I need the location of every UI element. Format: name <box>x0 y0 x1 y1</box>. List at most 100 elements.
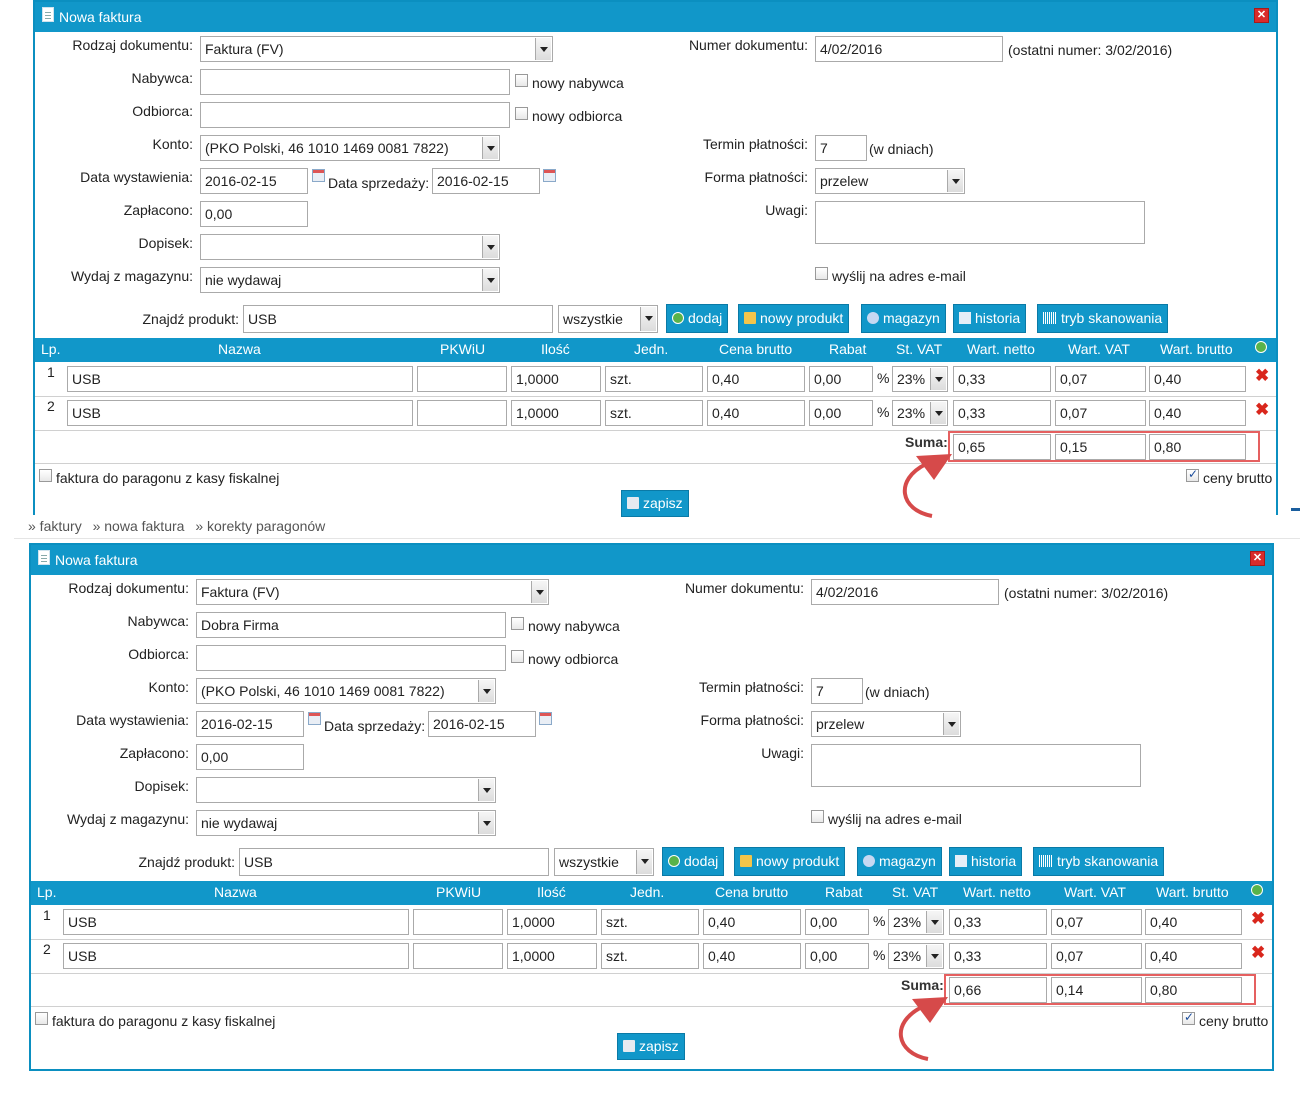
calendar-icon[interactable] <box>543 169 556 182</box>
item-vat-value-input[interactable]: 0,07 <box>1051 909 1142 935</box>
item-name-input[interactable]: USB <box>67 400 413 426</box>
delete-row-icon[interactable]: ✖ <box>1255 366 1270 385</box>
calendar-icon[interactable] <box>308 712 321 725</box>
paid-input[interactable]: 0,00 <box>196 744 304 770</box>
warehouse-button[interactable]: magazyn <box>861 304 946 333</box>
delete-row-icon[interactable]: ✖ <box>1251 943 1266 962</box>
new-buyer-checkbox[interactable] <box>511 617 524 630</box>
item-unit-input[interactable]: szt. <box>605 366 703 392</box>
item-discount-input[interactable]: 0,00 <box>809 400 873 426</box>
note-select[interactable] <box>200 234 500 260</box>
scan-mode-button[interactable]: tryb skanowania <box>1037 304 1169 333</box>
item-net-input[interactable]: 0,33 <box>949 943 1047 969</box>
item-gross-input[interactable]: 0,40 <box>1145 943 1242 969</box>
delete-row-icon[interactable]: ✖ <box>1255 400 1270 419</box>
issue-date-input[interactable]: 2016-02-15 <box>200 168 308 194</box>
add-row-icon[interactable] <box>1251 884 1263 896</box>
new-buyer-checkbox[interactable] <box>515 74 528 87</box>
item-discount-input[interactable]: 0,00 <box>805 909 869 935</box>
sale-date-input[interactable]: 2016-02-15 <box>432 168 540 194</box>
buyer-input[interactable] <box>200 69 510 95</box>
product-search-input[interactable]: USB <box>239 848 549 876</box>
item-net-input[interactable]: 0,33 <box>953 400 1051 426</box>
breadcrumb-korekty-paragonow[interactable]: » korekty paragonów <box>195 518 326 534</box>
item-discount-input[interactable]: 0,00 <box>809 366 873 392</box>
new-recipient-checkbox[interactable] <box>515 107 528 120</box>
breadcrumb-faktury[interactable]: » faktury <box>28 518 82 534</box>
send-email-checkbox[interactable] <box>811 810 824 823</box>
sale-date-input[interactable]: 2016-02-15 <box>428 711 536 737</box>
history-button[interactable]: historia <box>953 304 1027 333</box>
receipt-invoice-checkbox[interactable] <box>39 469 52 482</box>
item-qty-input[interactable]: 1,0000 <box>507 909 597 935</box>
item-vat-value-input[interactable]: 0,07 <box>1055 366 1146 392</box>
breadcrumb-nowa-faktura[interactable]: » nowa faktura <box>92 518 185 534</box>
item-gross-input[interactable]: 0,40 <box>1145 909 1242 935</box>
remarks-textarea[interactable] <box>811 744 1141 787</box>
add-button[interactable]: dodaj <box>662 847 725 876</box>
doc-type-select[interactable]: Faktura (FV) <box>200 36 553 62</box>
new-recipient-checkbox[interactable] <box>511 650 524 663</box>
item-gross-input[interactable]: 0,40 <box>1149 366 1246 392</box>
item-vat-value-input[interactable]: 0,07 <box>1055 400 1146 426</box>
delete-row-icon[interactable]: ✖ <box>1251 909 1266 928</box>
paid-input[interactable]: 0,00 <box>200 201 308 227</box>
buyer-input[interactable]: Dobra Firma <box>196 612 506 638</box>
save-button[interactable]: zapisz <box>621 490 689 517</box>
add-row-icon[interactable] <box>1255 341 1267 353</box>
save-button[interactable]: zapisz <box>617 1033 685 1060</box>
note-select[interactable] <box>196 777 496 803</box>
item-pkwiu-input[interactable] <box>413 943 503 969</box>
new-product-button[interactable]: nowy produkt <box>734 847 846 876</box>
window-title-bar[interactable]: Nowa faktura ✕ <box>31 545 1272 575</box>
item-unit-input[interactable]: szt. <box>601 909 699 935</box>
gross-prices-checkbox[interactable] <box>1182 1010 1195 1025</box>
doc-number-input[interactable]: 4/02/2016 <box>811 579 999 605</box>
payment-term-input[interactable]: 7 <box>815 135 867 161</box>
issue-date-input[interactable]: 2016-02-15 <box>196 711 304 737</box>
item-price-input[interactable]: 0,40 <box>707 366 805 392</box>
payment-form-select[interactable]: przelew <box>815 168 965 194</box>
item-pkwiu-input[interactable] <box>417 366 507 392</box>
item-unit-input[interactable]: szt. <box>601 943 699 969</box>
account-select[interactable]: (PKO Polski, 46 1010 1469 0081 7822) <box>200 135 500 161</box>
item-vat-select[interactable]: 23% <box>888 909 944 935</box>
item-discount-input[interactable]: 0,00 <box>805 943 869 969</box>
item-vat-value-input[interactable]: 0,07 <box>1051 943 1142 969</box>
close-icon[interactable]: ✕ <box>1254 8 1269 23</box>
window-title-bar[interactable]: Nowa faktura ✕ <box>35 2 1276 32</box>
product-filter-select[interactable]: wszystkie <box>558 305 658 333</box>
recipient-input[interactable] <box>196 645 506 671</box>
history-button[interactable]: historia <box>949 847 1023 876</box>
item-pkwiu-input[interactable] <box>417 400 507 426</box>
item-unit-input[interactable]: szt. <box>605 400 703 426</box>
doc-type-select[interactable]: Faktura (FV) <box>196 579 549 605</box>
payment-form-select[interactable]: przelew <box>811 711 961 737</box>
warehouse-select[interactable]: nie wydawaj <box>196 810 496 836</box>
item-pkwiu-input[interactable] <box>413 909 503 935</box>
item-qty-input[interactable]: 1,0000 <box>511 400 601 426</box>
gross-prices-checkbox[interactable] <box>1186 467 1199 482</box>
account-select[interactable]: (PKO Polski, 46 1010 1469 0081 7822) <box>196 678 496 704</box>
send-email-checkbox[interactable] <box>815 267 828 280</box>
receipt-invoice-checkbox[interactable] <box>35 1012 48 1025</box>
warehouse-button[interactable]: magazyn <box>857 847 942 876</box>
item-vat-select[interactable]: 23% <box>888 943 944 969</box>
payment-term-input[interactable]: 7 <box>811 678 863 704</box>
new-product-button[interactable]: nowy produkt <box>738 304 850 333</box>
item-qty-input[interactable]: 1,0000 <box>507 943 597 969</box>
calendar-icon[interactable] <box>539 712 552 725</box>
add-button[interactable]: dodaj <box>666 304 729 333</box>
item-price-input[interactable]: 0,40 <box>703 943 801 969</box>
recipient-input[interactable] <box>200 102 510 128</box>
item-name-input[interactable]: USB <box>67 366 413 392</box>
item-name-input[interactable]: USB <box>63 943 409 969</box>
item-net-input[interactable]: 0,33 <box>953 366 1051 392</box>
item-gross-input[interactable]: 0,40 <box>1149 400 1246 426</box>
item-vat-select[interactable]: 23% <box>892 400 948 426</box>
product-filter-select[interactable]: wszystkie <box>554 848 654 876</box>
calendar-icon[interactable] <box>312 169 325 182</box>
item-price-input[interactable]: 0,40 <box>707 400 805 426</box>
warehouse-select[interactable]: nie wydawaj <box>200 267 500 293</box>
scan-mode-button[interactable]: tryb skanowania <box>1033 847 1165 876</box>
